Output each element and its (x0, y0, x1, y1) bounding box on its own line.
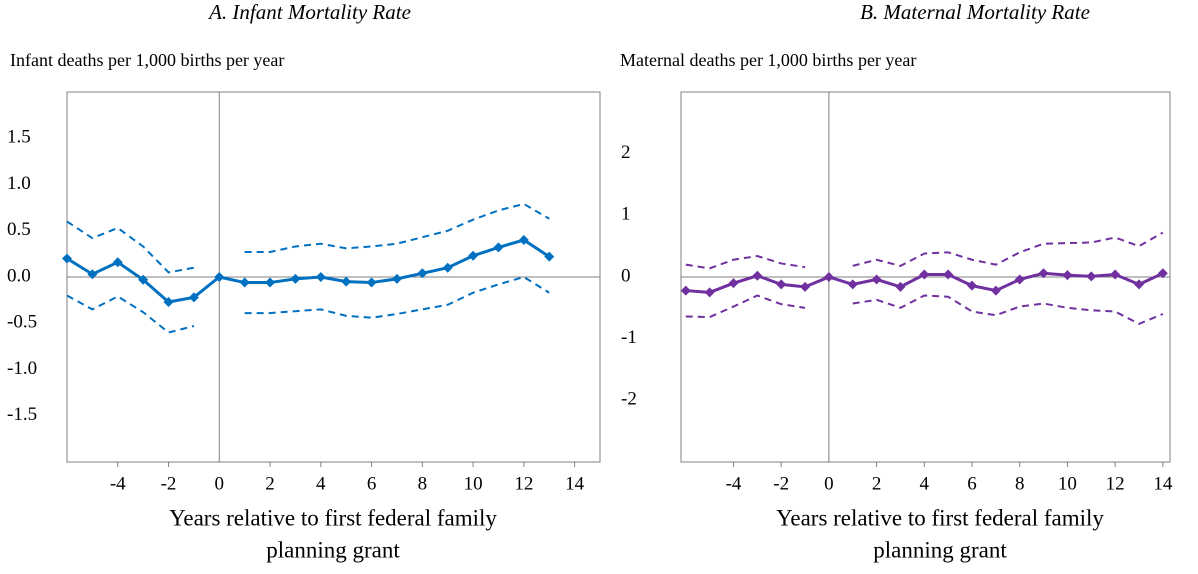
y-tick-label: 1.5 (7, 127, 31, 148)
point-marker (1062, 270, 1073, 281)
x-tick-label: 10 (1058, 473, 1077, 494)
x-tick-label: -2 (161, 473, 177, 494)
x-axis-label: Years relative to first federal family (169, 505, 497, 530)
x-tick-label: 12 (514, 473, 533, 494)
y-tick-label: -1.5 (7, 404, 37, 425)
point-marker (1157, 268, 1168, 279)
x-tick-label: -4 (726, 473, 742, 494)
x-axis-label: Years relative to first federal family (776, 505, 1104, 530)
y-tick-label: -2 (621, 389, 637, 410)
point-marker (62, 253, 72, 264)
estimate-line (66, 238, 551, 304)
y-tick-label: 1 (621, 204, 631, 225)
x-tick-label: 2 (872, 473, 882, 494)
point-marker (112, 257, 123, 268)
point-marker (239, 277, 250, 288)
y-tick-label: -1 (621, 327, 637, 348)
y-tick-label: -1.0 (7, 358, 37, 379)
point-marker (919, 269, 930, 280)
point-marker (87, 269, 98, 280)
point-marker (290, 273, 301, 284)
point-marker (442, 262, 453, 273)
x-tick-label: 4 (316, 473, 326, 494)
point-marker (895, 281, 906, 292)
point-marker (163, 296, 174, 307)
chart-title: A. Infant Mortality Rate (207, 0, 411, 24)
x-tick-label: 2 (265, 473, 275, 494)
x-axis-label: planning grant (266, 537, 400, 562)
point-marker (138, 274, 149, 285)
point-marker (518, 235, 529, 245)
y-tick-label: 0.5 (7, 219, 31, 240)
y-tick-label: 1.0 (7, 173, 31, 194)
point-marker (188, 292, 199, 303)
point-marker (704, 287, 715, 298)
point-marker (871, 274, 882, 285)
point-marker (847, 279, 858, 290)
point-marker (752, 270, 763, 281)
x-tick-label: 14 (1153, 473, 1173, 494)
x-tick-label: -2 (773, 473, 789, 494)
point-marker (1038, 268, 1049, 279)
y-tick-label: 2 (621, 142, 631, 163)
point-marker (728, 278, 739, 289)
y-tick-label: -0.5 (7, 312, 37, 333)
x-tick-label: 0 (215, 473, 225, 494)
x-tick-label: 12 (1106, 473, 1125, 494)
x-axis-label: planning grant (873, 537, 1007, 562)
point-marker (468, 250, 479, 261)
point-marker (1014, 274, 1025, 285)
x-tick-label: 14 (565, 473, 585, 494)
point-marker (315, 272, 326, 282)
ci-line (66, 275, 550, 334)
ci-line (66, 202, 550, 274)
x-tick-label: 8 (418, 473, 428, 494)
x-tick-label: -4 (110, 473, 126, 494)
point-marker (1133, 279, 1144, 290)
point-marker (544, 251, 555, 262)
x-tick-label: 0 (824, 473, 834, 494)
point-marker (823, 272, 834, 282)
x-tick-label: 6 (367, 473, 377, 494)
y-axis-label: Infant deaths per 1,000 births per year (10, 50, 284, 70)
point-marker (800, 281, 811, 292)
point-marker (776, 279, 787, 290)
x-tick-label: 8 (1015, 473, 1025, 494)
chart-title: B. Maternal Mortality Rate (860, 0, 1090, 24)
ci-line (685, 294, 1164, 325)
point-marker (990, 285, 1001, 296)
point-marker (493, 242, 504, 253)
y-tick-label: 0.0 (7, 265, 31, 286)
point-marker (417, 268, 428, 279)
point-marker (1110, 269, 1121, 280)
point-marker (967, 280, 978, 291)
y-tick-label: 0 (621, 265, 631, 286)
point-marker (341, 276, 352, 287)
x-tick-label: 10 (464, 473, 483, 494)
x-tick-label: 4 (920, 473, 930, 494)
point-marker (265, 277, 276, 288)
point-marker (1086, 271, 1097, 282)
ci-line (685, 231, 1164, 270)
point-marker (391, 273, 402, 284)
point-marker (214, 272, 225, 282)
y-axis-label: Maternal deaths per 1,000 births per yea… (620, 50, 916, 70)
point-marker (943, 269, 954, 280)
x-tick-label: 6 (967, 473, 977, 494)
point-marker (680, 285, 691, 296)
point-marker (366, 277, 377, 288)
